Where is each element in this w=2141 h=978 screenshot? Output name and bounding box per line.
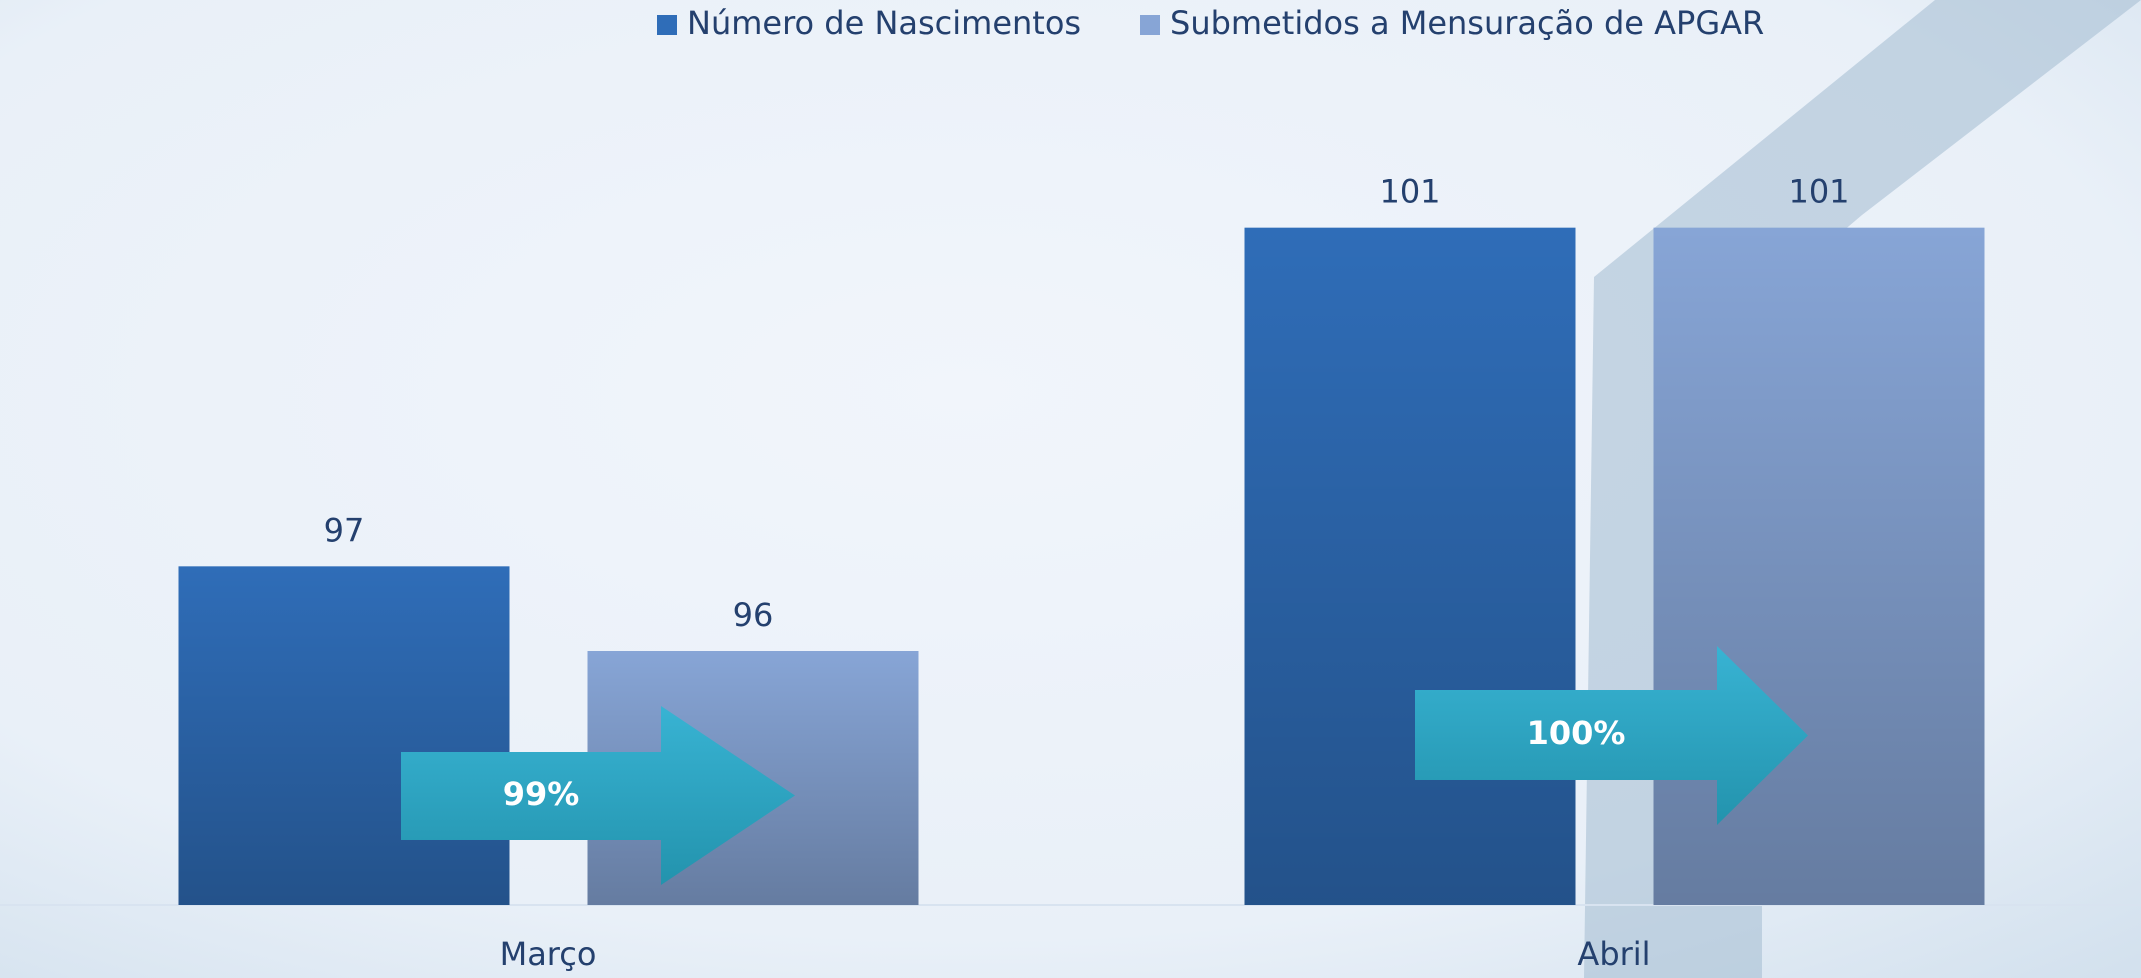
bar-shade — [178, 566, 510, 905]
bar-shade — [1244, 227, 1576, 905]
arrow — [1415, 646, 1808, 825]
annotation: 100% — [1527, 714, 1626, 752]
annotation: 99% — [503, 775, 580, 813]
x-tick-label: Abril — [1577, 935, 1650, 973]
legend-swatch — [657, 15, 677, 35]
bar-shade — [1653, 227, 1985, 905]
legend-label: Número de Nascimentos — [687, 4, 1081, 42]
data-label: 101 — [1379, 173, 1440, 211]
legend: Número de Nascimentos Submetidos a Mensur… — [657, 4, 1764, 42]
legend-swatch — [1140, 15, 1160, 35]
data-label: 101 — [1788, 173, 1849, 211]
legend-label: Submetidos a Mensuração de APGAR — [1170, 4, 1764, 42]
x-tick-label: Março — [500, 935, 597, 973]
data-label: 97 — [324, 511, 365, 549]
data-label: 96 — [733, 596, 774, 634]
arrow — [401, 706, 795, 885]
